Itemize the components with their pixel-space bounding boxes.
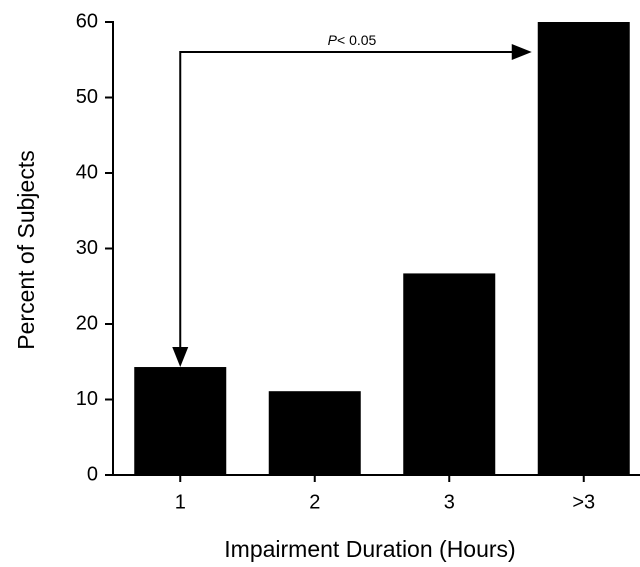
annotation-text: < 0.05 bbox=[337, 32, 377, 48]
x-tick-label: 1 bbox=[175, 491, 186, 513]
arrowhead bbox=[172, 347, 189, 368]
x-tick-label: 2 bbox=[309, 491, 320, 513]
y-axis-label: Percent of Subjects bbox=[13, 150, 39, 349]
arrow-line bbox=[179, 51, 514, 350]
annotation: P< 0.05 bbox=[328, 32, 377, 48]
x-tick-label: >3 bbox=[572, 491, 595, 513]
x-axis-label: Impairment Duration (Hours) bbox=[224, 536, 515, 562]
bar bbox=[403, 273, 496, 475]
arrowhead bbox=[511, 44, 532, 60]
annotation-italic: P bbox=[328, 32, 338, 48]
y-tick-label: 40 bbox=[76, 161, 98, 183]
y-tick-label: 20 bbox=[76, 312, 98, 334]
y-tick-label: 10 bbox=[76, 388, 98, 410]
bar bbox=[268, 391, 361, 475]
y-tick-label: 60 bbox=[76, 10, 98, 32]
bar bbox=[537, 22, 630, 475]
y-tick-label: 30 bbox=[76, 237, 98, 259]
bar bbox=[134, 367, 227, 475]
y-tick-label: 50 bbox=[76, 86, 98, 108]
y-tick-label: 0 bbox=[87, 463, 98, 485]
x-tick-label: 3 bbox=[444, 491, 455, 513]
